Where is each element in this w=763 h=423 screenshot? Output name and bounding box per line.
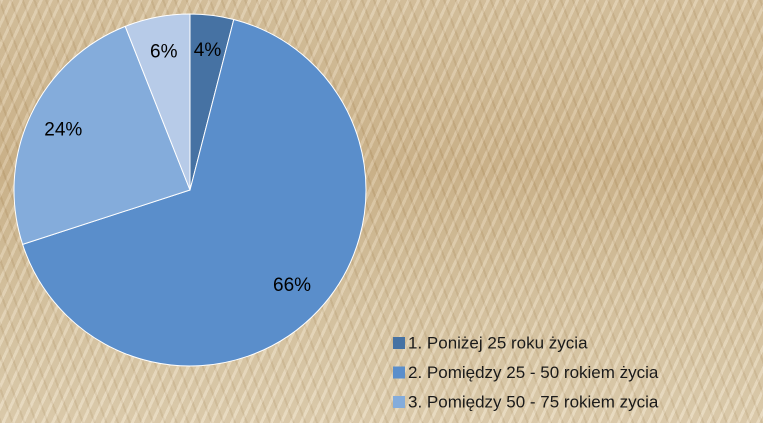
chart: 4% 66% 24% 6% 1. Poniżej 25 roku życia 2. Pom… — [0, 0, 763, 423]
legend-label: 2. Pomiędzy 25 - 50 rokiem życia — [408, 363, 659, 382]
legend-swatch — [393, 367, 405, 379]
legend-swatch — [393, 396, 405, 408]
page: 4% 66% 24% 6% 1. Poniżej 25 roku życia 2. Pom… — [0, 0, 763, 423]
legend-label: 1. Poniżej 25 roku życia — [408, 333, 588, 352]
data-label: 4% — [194, 40, 222, 61]
data-label: 24% — [44, 119, 82, 140]
legend-label: 3. Pomiędzy 50 - 75 rokiem zycia — [408, 392, 659, 411]
data-label: 6% — [150, 41, 178, 62]
legend-swatch — [393, 337, 405, 349]
data-label: 66% — [273, 275, 311, 296]
